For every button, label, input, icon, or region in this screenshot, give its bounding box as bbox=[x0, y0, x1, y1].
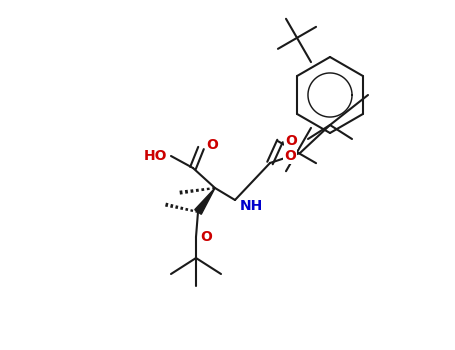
Text: O: O bbox=[200, 230, 212, 244]
Polygon shape bbox=[195, 188, 215, 214]
Text: HO: HO bbox=[143, 149, 167, 163]
Text: O: O bbox=[206, 138, 218, 152]
Text: NH: NH bbox=[240, 199, 263, 213]
Text: O: O bbox=[285, 134, 297, 148]
Text: O: O bbox=[284, 149, 296, 163]
